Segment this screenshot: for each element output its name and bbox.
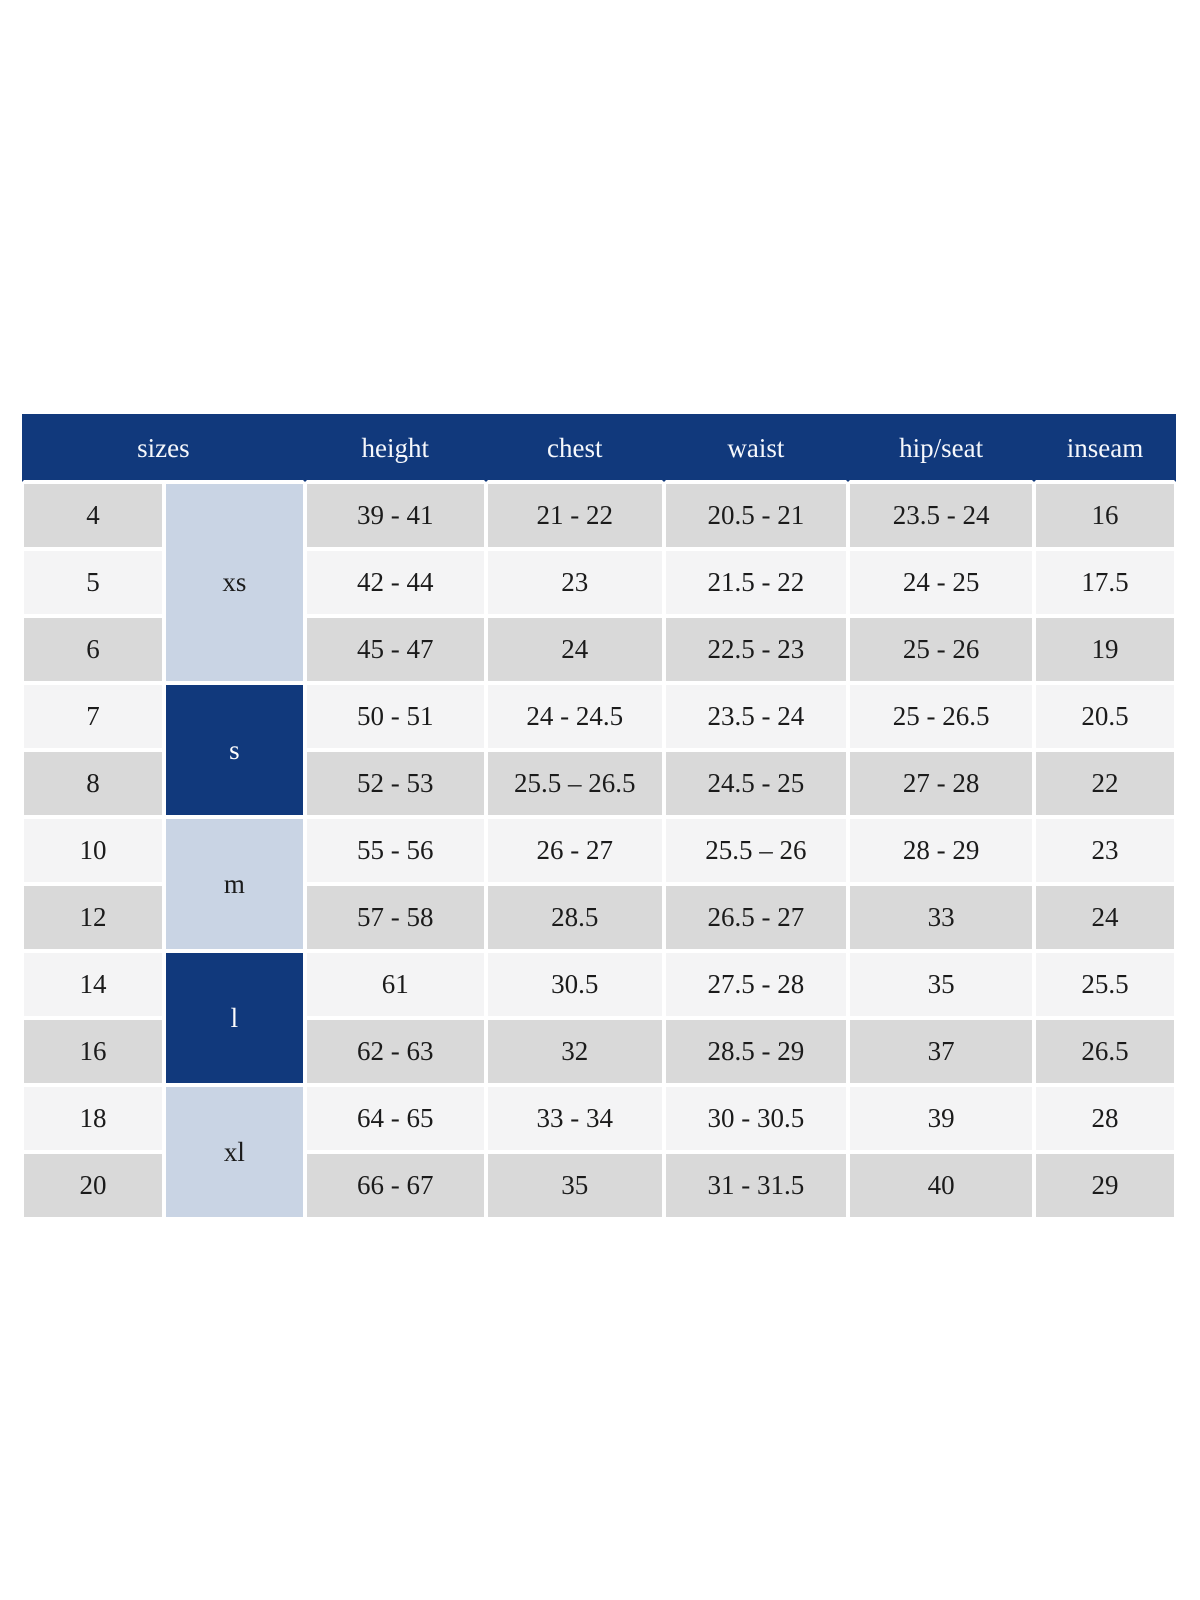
waist-cell: 20.5 - 21 [663, 482, 849, 549]
inseam-cell: 20.5 [1034, 683, 1176, 750]
group-cell-m: m [163, 817, 305, 951]
inseam-cell: 16 [1034, 482, 1176, 549]
inseam-cell: 22 [1034, 750, 1176, 817]
table-row: 8 52 - 53 25.5 – 26.5 24.5 - 25 27 - 28 … [22, 750, 1176, 817]
header-height: height [304, 414, 486, 482]
chest-cell: 21 - 22 [485, 482, 664, 549]
waist-cell: 27.5 - 28 [663, 951, 849, 1018]
waist-cell: 26.5 - 27 [663, 884, 849, 951]
hip-seat-cell: 25 - 26.5 [848, 683, 1034, 750]
size-cell: 18 [22, 1085, 164, 1152]
table-row: 5 42 - 44 23 21.5 - 22 24 - 25 17.5 [22, 549, 1176, 616]
hip-seat-cell: 40 [848, 1152, 1034, 1219]
table-row: 6 45 - 47 24 22.5 - 23 25 - 26 19 [22, 616, 1176, 683]
size-chart-table: sizes height chest waist hip/seat inseam… [22, 414, 1176, 1219]
inseam-cell: 23 [1034, 817, 1176, 884]
header-sizes: sizes [22, 414, 305, 482]
height-cell: 50 - 51 [304, 683, 486, 750]
table-row: 14 l 61 30.5 27.5 - 28 35 25.5 [22, 951, 1176, 1085]
waist-cell: 24.5 - 25 [663, 750, 849, 817]
size-cell: 6 [22, 616, 164, 683]
hip-seat-cell: 27 - 28 [848, 750, 1034, 817]
inseam-cell: 26.5 [1034, 1018, 1176, 1085]
chest-cell: 25.5 – 26.5 [485, 750, 664, 817]
height-cell: 42 - 44 [304, 549, 486, 616]
hip-seat-cell: 28 - 29 [848, 817, 1034, 884]
height-cell: 52 - 53 [304, 750, 486, 817]
size-cell: 5 [22, 549, 164, 616]
table-row: 12 57 - 58 28.5 26.5 - 27 33 24 [22, 884, 1176, 951]
header-waist: waist [663, 414, 849, 482]
table-row: 18 xl 64 - 65 33 - 34 30 - 30.5 39 28 [22, 1085, 1176, 1219]
inseam-cell: 19 [1034, 616, 1176, 683]
inseam-cell: 28 [1034, 1085, 1176, 1152]
group-cell-xl: xl [163, 1085, 305, 1219]
size-cell: 14 [22, 951, 164, 1018]
height-cell: 55 - 56 [304, 817, 486, 884]
inseam-cell: 17.5 [1034, 549, 1176, 616]
waist-cell: 30 - 30.5 [663, 1085, 849, 1152]
group-cell-l: l [163, 951, 305, 1085]
size-cell: 4 [22, 482, 164, 549]
height-cell: 39 - 41 [304, 482, 486, 549]
size-cell: 8 [22, 750, 164, 817]
chest-cell: 26 - 27 [485, 817, 664, 884]
table-row: 16 62 - 63 32 28.5 - 29 37 26.5 [22, 1018, 1176, 1085]
waist-cell: 28.5 - 29 [663, 1018, 849, 1085]
size-cell: 16 [22, 1018, 164, 1085]
header-inseam: inseam [1034, 414, 1176, 482]
hip-seat-cell: 39 [848, 1085, 1034, 1152]
chest-cell: 30.5 [485, 951, 664, 1018]
height-cell: 64 - 65 [304, 1085, 486, 1152]
hip-seat-cell: 37 [848, 1018, 1034, 1085]
chest-cell: 24 [485, 616, 664, 683]
chest-cell: 33 - 34 [485, 1085, 664, 1152]
chest-cell: 32 [485, 1018, 664, 1085]
inseam-cell: 24 [1034, 884, 1176, 951]
height-cell: 57 - 58 [304, 884, 486, 951]
waist-cell: 21.5 - 22 [663, 549, 849, 616]
hip-seat-cell: 24 - 25 [848, 549, 1034, 616]
waist-cell: 25.5 – 26 [663, 817, 849, 884]
waist-cell: 22.5 - 23 [663, 616, 849, 683]
header-hip-seat: hip/seat [848, 414, 1034, 482]
group-cell-xs: xs [163, 482, 305, 683]
height-cell: 66 - 67 [304, 1152, 486, 1219]
hip-seat-cell: 23.5 - 24 [848, 482, 1034, 549]
waist-cell: 23.5 - 24 [663, 683, 849, 750]
size-cell: 20 [22, 1152, 164, 1219]
header-chest: chest [485, 414, 664, 482]
height-cell: 62 - 63 [304, 1018, 486, 1085]
hip-seat-cell: 33 [848, 884, 1034, 951]
chest-cell: 28.5 [485, 884, 664, 951]
inseam-cell: 29 [1034, 1152, 1176, 1219]
size-cell: 7 [22, 683, 164, 750]
table-row: 4 xs 39 - 41 21 - 22 20.5 - 21 23.5 - 24… [22, 482, 1176, 683]
height-cell: 61 [304, 951, 486, 1018]
header-row: sizes height chest waist hip/seat inseam [22, 414, 1176, 482]
hip-seat-cell: 25 - 26 [848, 616, 1034, 683]
chest-cell: 24 - 24.5 [485, 683, 664, 750]
hip-seat-cell: 35 [848, 951, 1034, 1018]
table-row: 10 m 55 - 56 26 - 27 25.5 – 26 28 - 29 2… [22, 817, 1176, 951]
height-cell: 45 - 47 [304, 616, 486, 683]
chest-cell: 35 [485, 1152, 664, 1219]
group-cell-s: s [163, 683, 305, 817]
size-cell: 12 [22, 884, 164, 951]
table-row: 7 s 50 - 51 24 - 24.5 23.5 - 24 25 - 26.… [22, 683, 1176, 817]
waist-cell: 31 - 31.5 [663, 1152, 849, 1219]
size-chart: sizes height chest waist hip/seat inseam… [22, 414, 1176, 1219]
chest-cell: 23 [485, 549, 664, 616]
size-cell: 10 [22, 817, 164, 884]
inseam-cell: 25.5 [1034, 951, 1176, 1018]
table-row: 20 66 - 67 35 31 - 31.5 40 29 [22, 1152, 1176, 1219]
